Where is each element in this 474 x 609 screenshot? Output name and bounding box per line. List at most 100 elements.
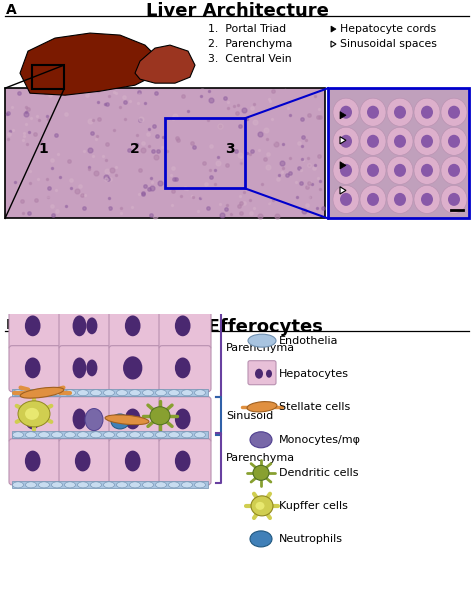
Ellipse shape: [155, 390, 166, 396]
Ellipse shape: [255, 368, 263, 379]
FancyBboxPatch shape: [59, 304, 111, 350]
Ellipse shape: [387, 185, 413, 213]
FancyBboxPatch shape: [248, 361, 276, 385]
Bar: [165, 118, 245, 188]
Text: 1: 1: [38, 143, 48, 157]
Ellipse shape: [150, 407, 170, 424]
Ellipse shape: [64, 482, 75, 488]
FancyBboxPatch shape: [9, 396, 61, 443]
Text: Hepatocyte cords: Hepatocyte cords: [340, 24, 436, 34]
Ellipse shape: [91, 432, 101, 438]
Ellipse shape: [421, 135, 433, 148]
Polygon shape: [340, 136, 346, 144]
Bar: [32, 65, 64, 89]
Ellipse shape: [25, 451, 40, 471]
Ellipse shape: [155, 300, 166, 306]
Ellipse shape: [25, 408, 39, 420]
Text: Neutrophils: Neutrophils: [279, 534, 343, 544]
Ellipse shape: [26, 390, 36, 396]
Text: Hepatocytes: Hepatocytes: [279, 368, 349, 379]
Polygon shape: [135, 45, 195, 83]
Ellipse shape: [105, 415, 149, 424]
Ellipse shape: [52, 300, 63, 306]
Ellipse shape: [394, 106, 406, 119]
FancyBboxPatch shape: [59, 346, 111, 392]
Ellipse shape: [250, 531, 272, 547]
Ellipse shape: [26, 482, 36, 488]
Text: B: B: [6, 318, 17, 332]
Ellipse shape: [85, 409, 103, 431]
Ellipse shape: [52, 432, 63, 438]
Ellipse shape: [12, 482, 24, 488]
Ellipse shape: [117, 300, 128, 306]
FancyBboxPatch shape: [9, 304, 61, 350]
Ellipse shape: [182, 390, 192, 396]
Bar: [12, 389, 208, 396]
Ellipse shape: [125, 315, 140, 336]
Ellipse shape: [387, 98, 413, 126]
Ellipse shape: [255, 502, 264, 510]
Ellipse shape: [340, 135, 352, 148]
Text: 1.  Portal Triad: 1. Portal Triad: [208, 24, 286, 34]
Polygon shape: [331, 41, 336, 47]
Ellipse shape: [175, 357, 191, 378]
Text: Parenchyma: Parenchyma: [226, 343, 295, 353]
Ellipse shape: [340, 164, 352, 177]
Ellipse shape: [91, 482, 101, 488]
Ellipse shape: [182, 432, 192, 438]
Ellipse shape: [129, 482, 140, 488]
Ellipse shape: [117, 432, 128, 438]
Ellipse shape: [129, 432, 140, 438]
Ellipse shape: [250, 432, 272, 448]
Ellipse shape: [38, 300, 49, 306]
Ellipse shape: [182, 300, 192, 306]
Ellipse shape: [26, 300, 36, 306]
Ellipse shape: [73, 357, 86, 378]
Ellipse shape: [73, 409, 86, 429]
Ellipse shape: [78, 432, 89, 438]
Ellipse shape: [125, 451, 140, 471]
Ellipse shape: [360, 157, 386, 185]
Text: 2.  Parenchyma: 2. Parenchyma: [208, 39, 292, 49]
Ellipse shape: [129, 300, 140, 306]
Text: A: A: [6, 3, 17, 17]
Ellipse shape: [143, 300, 154, 306]
Ellipse shape: [103, 390, 115, 396]
Ellipse shape: [91, 390, 101, 396]
Ellipse shape: [333, 157, 359, 185]
FancyBboxPatch shape: [59, 396, 111, 443]
Ellipse shape: [91, 300, 101, 306]
Bar: [12, 431, 208, 438]
Ellipse shape: [387, 157, 413, 185]
Ellipse shape: [52, 390, 63, 396]
Ellipse shape: [333, 98, 359, 126]
Bar: [5, 88, 325, 219]
Ellipse shape: [394, 164, 406, 177]
Polygon shape: [340, 162, 346, 169]
Ellipse shape: [25, 315, 40, 336]
Text: 3: 3: [225, 143, 235, 157]
Ellipse shape: [194, 482, 206, 488]
Ellipse shape: [253, 465, 269, 481]
Bar: [12, 481, 208, 488]
Ellipse shape: [78, 390, 89, 396]
Ellipse shape: [448, 135, 460, 148]
Text: Parenchyma: Parenchyma: [226, 453, 295, 463]
Ellipse shape: [78, 482, 89, 488]
Ellipse shape: [340, 193, 352, 206]
Ellipse shape: [12, 300, 24, 306]
Ellipse shape: [38, 482, 49, 488]
Ellipse shape: [247, 401, 277, 412]
Ellipse shape: [360, 98, 386, 126]
Text: Kupffer cells: Kupffer cells: [279, 501, 348, 511]
Text: Stellate cells: Stellate cells: [279, 402, 350, 412]
Ellipse shape: [103, 300, 115, 306]
Ellipse shape: [421, 193, 433, 206]
Text: Liver Efferocytes: Liver Efferocytes: [151, 318, 323, 336]
Ellipse shape: [394, 193, 406, 206]
Ellipse shape: [387, 127, 413, 155]
FancyBboxPatch shape: [159, 346, 211, 392]
Ellipse shape: [367, 106, 379, 119]
FancyBboxPatch shape: [109, 346, 161, 392]
Ellipse shape: [26, 432, 36, 438]
